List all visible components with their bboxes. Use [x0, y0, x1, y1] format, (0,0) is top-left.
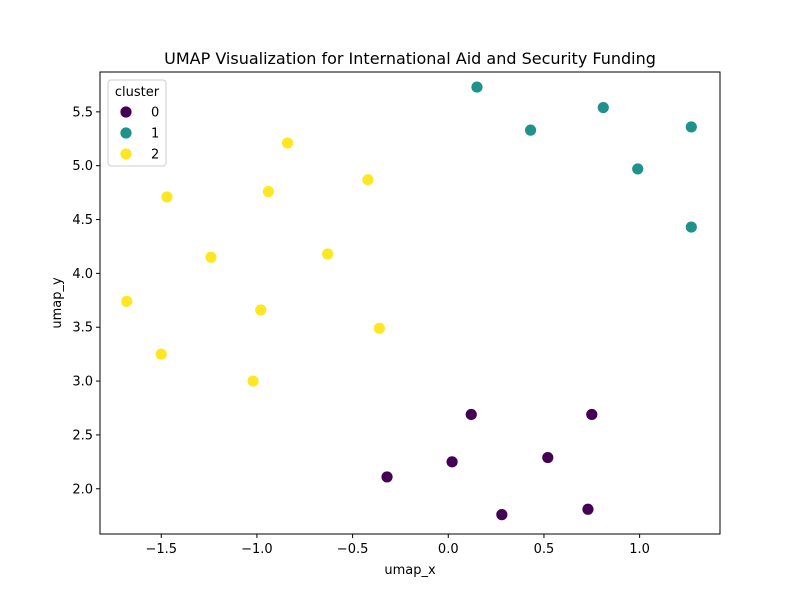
y-tick-label: 2.5	[72, 428, 93, 443]
data-point-cluster-0	[581, 502, 595, 516]
legend-label-0: 0	[151, 106, 159, 121]
data-point-cluster-2	[372, 321, 386, 335]
plot-area-frame	[99, 71, 721, 535]
legend-title: cluster	[115, 85, 160, 100]
x-tick-label: 0.5	[534, 542, 555, 557]
y-tick-label: 3.0	[72, 375, 93, 390]
data-point-cluster-2	[321, 247, 335, 261]
data-point-cluster-1	[684, 120, 698, 134]
data-point-cluster-1	[470, 80, 484, 94]
data-point-cluster-0	[380, 470, 394, 484]
legend-marker-2	[119, 147, 133, 161]
data-point-cluster-2	[154, 347, 168, 361]
data-point-cluster-2	[361, 173, 375, 187]
data-point-cluster-1	[631, 162, 645, 176]
chart-title: UMAP Visualization for International Aid…	[164, 49, 656, 68]
data-point-cluster-1	[524, 123, 537, 137]
legend: cluster 0 1 2	[107, 79, 167, 167]
data-point-cluster-0	[495, 508, 509, 522]
y-tick-label: 4.5	[72, 213, 93, 228]
data-point-cluster-0	[464, 408, 478, 421]
data-point-cluster-1	[684, 220, 698, 234]
data-point-cluster-2	[261, 185, 275, 198]
legend-marker-1	[119, 126, 133, 140]
y-axis-label: umap_y	[50, 277, 65, 329]
data-point-cluster-2	[160, 190, 174, 204]
y-tick-label: 5.5	[72, 105, 93, 120]
data-point-cluster-0	[541, 451, 555, 464]
data-point-cluster-2	[281, 136, 294, 150]
y-tick-label: 3.5	[72, 321, 93, 336]
x-tick-label: 0.0	[438, 542, 459, 557]
legend-label-2: 2	[151, 148, 159, 163]
data-point-cluster-2	[254, 303, 268, 317]
x-tick-label: −0.5	[337, 542, 369, 557]
x-axis: −1.5 −1.0 −0.5 0.0 0.5 1.0	[145, 534, 650, 557]
data-point-cluster-0	[445, 455, 459, 469]
y-axis: 2.0 2.5 3.0 3.5 4.0 4.5 5.0 5.5	[72, 105, 100, 497]
data-point-cluster-1	[596, 101, 610, 114]
y-tick-label: 5.0	[72, 159, 93, 174]
legend-box	[107, 79, 167, 167]
y-tick-label: 2.0	[72, 482, 93, 497]
x-tick-label: −1.0	[241, 542, 273, 557]
x-axis-label: umap_x	[384, 563, 436, 578]
data-point-cluster-2	[204, 250, 218, 264]
data-point-cluster-2	[120, 294, 134, 308]
x-tick-label: −1.5	[145, 542, 177, 557]
legend-label-1: 1	[151, 127, 159, 142]
data-point-cluster-2	[246, 374, 260, 388]
data-point-cluster-0	[585, 408, 599, 421]
x-tick-label: 1.0	[629, 542, 650, 557]
data-points	[120, 80, 698, 522]
legend-marker-0	[119, 105, 133, 119]
y-tick-label: 4.0	[72, 267, 93, 282]
